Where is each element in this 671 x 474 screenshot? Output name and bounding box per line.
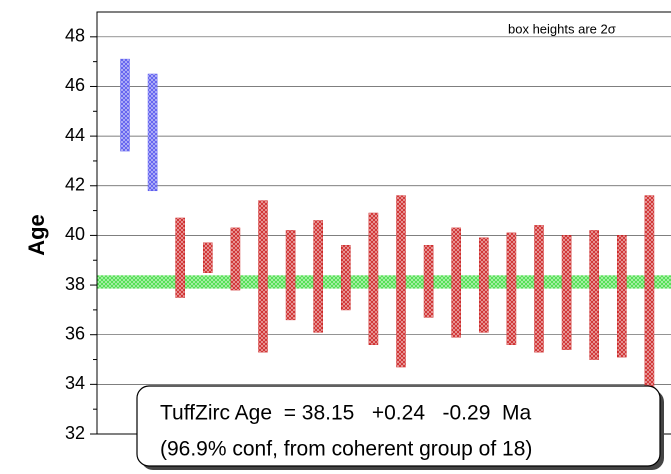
mean-band-hatch [97,275,671,289]
error-box-hatch [120,59,130,152]
error-box-hatch [644,195,654,397]
y-tick-label: 36 [65,323,85,343]
y-tick-label: 42 [65,175,85,195]
error-box-hatch [589,230,599,360]
error-box-hatch [506,232,516,345]
error-box-hatch [451,227,461,338]
error-box-hatch [479,237,489,333]
y-axis-label: Age [24,214,49,256]
error-box-hatch [368,213,378,345]
error-box-hatch [396,195,406,367]
error-box-hatch [286,230,296,320]
error-box-hatch [424,245,434,318]
error-box-hatch [258,200,268,353]
error-box-hatch [313,220,323,333]
error-box-hatch [562,235,572,350]
error-box-hatch [617,235,627,358]
result-line: TuffZirc Age = 38.15 +0.24 -0.29 Ma [160,402,532,425]
error-box-hatch [230,227,240,291]
error-box-hatch [175,218,185,298]
y-tick-label: 34 [65,373,85,393]
error-box-hatch [341,245,351,310]
y-tick-label: 38 [65,274,85,294]
error-box-hatch [534,225,544,353]
result-box [136,385,661,467]
y-tick-label: 48 [65,26,85,46]
annotation: box heights are 2σ [508,21,616,36]
error-box-hatch [148,74,158,191]
y-tick-label: 46 [65,75,85,95]
error-box-hatch [203,242,213,273]
y-tick-label: 44 [65,125,85,145]
result-line: (96.9% conf, from coherent group of 18) [160,438,532,461]
y-tick-label: 40 [65,224,85,244]
y-tick-label: 32 [65,423,85,443]
